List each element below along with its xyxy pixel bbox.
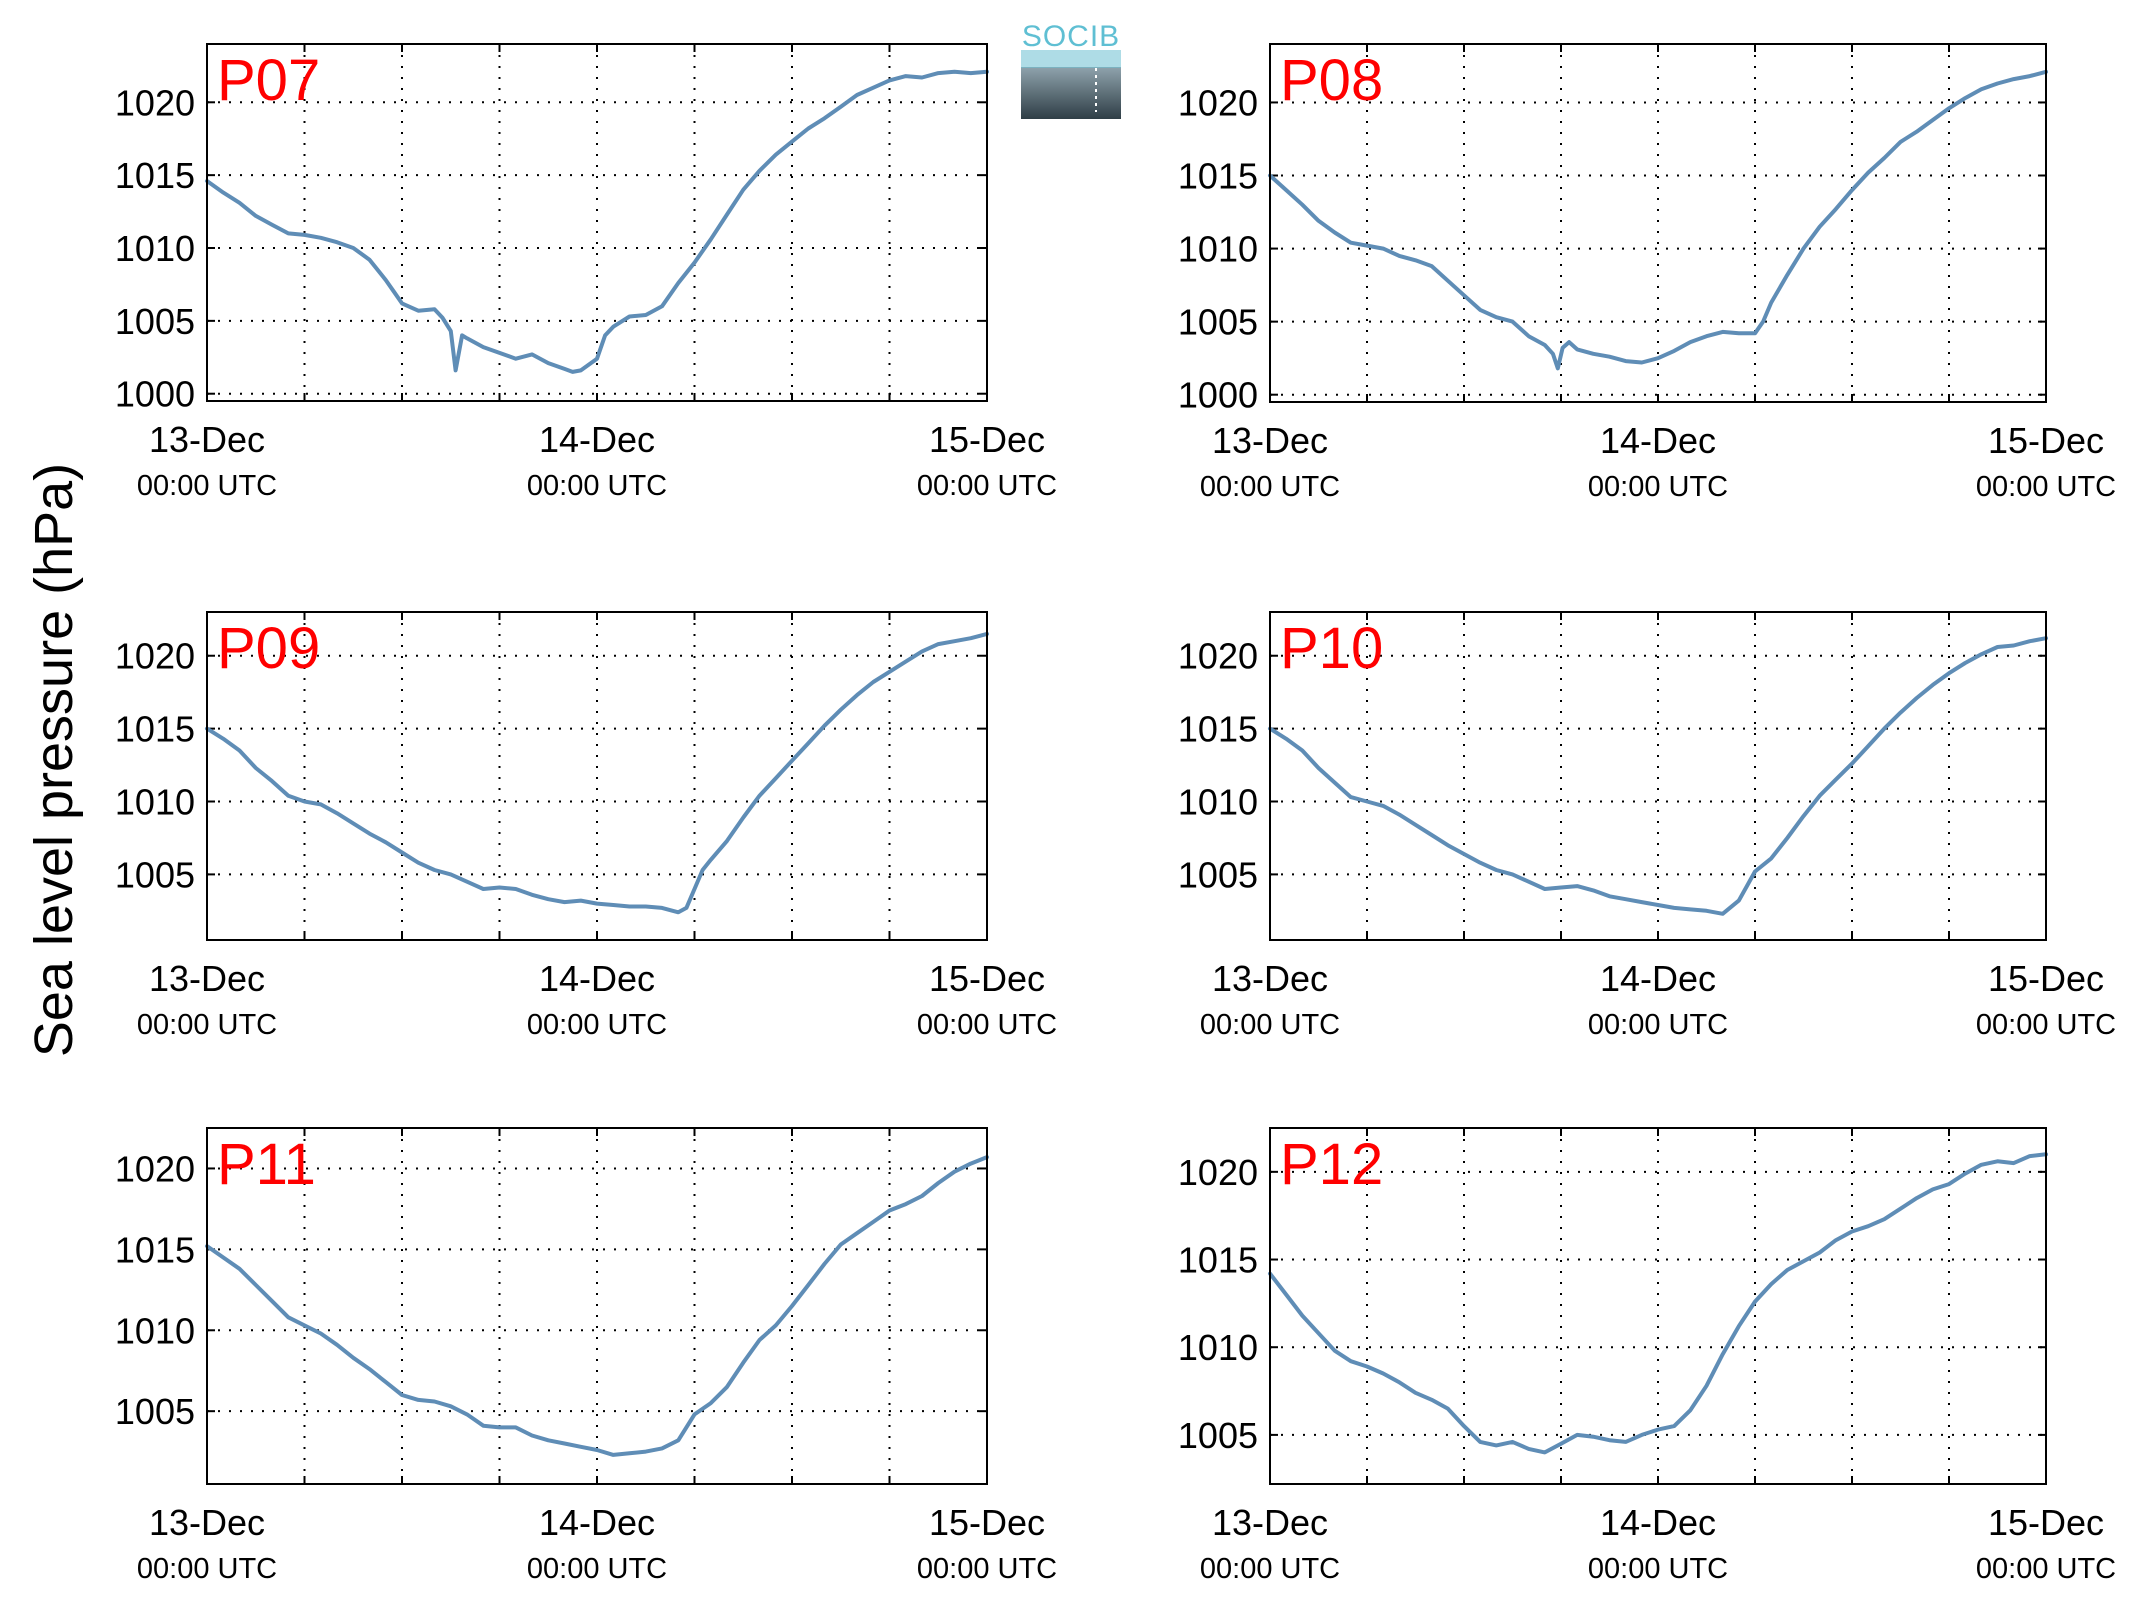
y-tick-label: 1015	[115, 155, 195, 196]
x-tick-time-label: 00:00 UTC	[527, 470, 667, 502]
chart-panel-p09: 1005 1010 1015 1020 13-Dec 00:00 UTC 14-Dec 00:…	[115, 611, 1057, 1041]
pressure-series-line	[205, 631, 989, 915]
y-tick-label: 1020	[1178, 82, 1258, 123]
y-tick-label: 1015	[1178, 1240, 1258, 1281]
x-tick-date-label: 13-Dec	[1212, 420, 1328, 461]
x-tick-time-label: 00:00 UTC	[917, 1009, 1057, 1041]
x-tick-time-label: 00:00 UTC	[917, 470, 1057, 502]
plot-area	[207, 612, 987, 940]
axes-frame	[206, 1127, 988, 1485]
y-tick-label: 1015	[1178, 709, 1258, 750]
x-tick-time-label: 00:00 UTC	[1588, 1009, 1728, 1041]
axes-frame	[1269, 1127, 2047, 1485]
y-tick-label: 1020	[1178, 1152, 1258, 1193]
x-tick-time-label: 00:00 UTC	[1976, 1553, 2116, 1585]
y-axis-label: Sea level pressure (hPa)	[24, 463, 84, 1057]
y-tick-label: 1015	[115, 709, 195, 750]
x-tick-date-label: 15-Dec	[929, 1502, 1045, 1543]
chart-panel-p08: 1000 1005 1010 1015 1020 13-Dec 00:00 UTC 14-De…	[1178, 43, 2116, 503]
x-tick-date-label: 14-Dec	[1600, 420, 1716, 461]
x-tick-date-label: 15-Dec	[1988, 420, 2104, 461]
y-tick-label: 1010	[115, 228, 195, 269]
y-tick-label: 1005	[115, 1391, 195, 1432]
y-tick-label: 1015	[1178, 156, 1258, 197]
panel-title: P08	[1280, 48, 1383, 113]
x-tick-date-label: 13-Dec	[149, 419, 265, 460]
x-tick-time-label: 00:00 UTC	[527, 1009, 667, 1041]
x-tick-time-label: 00:00 UTC	[1588, 1553, 1728, 1585]
x-tick-time-label: 00:00 UTC	[1200, 1553, 1340, 1585]
chart-panel-p11: 1005 1010 1015 1020 13-Dec 00:00 UTC 14-Dec 00:…	[115, 1127, 1057, 1585]
x-tick-date-label: 14-Dec	[1600, 958, 1716, 999]
x-tick-date-label: 14-Dec	[539, 958, 655, 999]
panel-title: P10	[1280, 616, 1383, 681]
y-tick-label: 1010	[115, 1310, 195, 1351]
x-tick-time-label: 00:00 UTC	[137, 1553, 277, 1585]
y-tick-label: 1020	[115, 636, 195, 677]
axes-frame	[206, 611, 988, 941]
x-tick-date-label: 14-Dec	[539, 419, 655, 460]
pressure-series-line	[1268, 636, 2048, 916]
pressure-series-line	[205, 69, 989, 374]
y-tick-label: 1020	[115, 82, 195, 123]
panel-title: P12	[1280, 1132, 1383, 1197]
y-tick-label: 1005	[115, 854, 195, 895]
x-tick-date-label: 13-Dec	[149, 958, 265, 999]
pressure-series-line	[1268, 69, 2048, 371]
logo-text: SOCIB	[1022, 20, 1120, 53]
y-tick-label: 1005	[1178, 302, 1258, 343]
x-tick-time-label: 00:00 UTC	[1588, 471, 1728, 503]
axes-frame	[1269, 611, 2047, 941]
y-tick-label: 1000	[1178, 375, 1258, 416]
y-tick-label: 1005	[1178, 1415, 1258, 1456]
axes-frame	[206, 43, 988, 402]
panel-title: P09	[217, 616, 320, 681]
x-tick-date-label: 14-Dec	[1600, 1502, 1716, 1543]
y-tick-label: 1010	[115, 782, 195, 823]
x-tick-date-label: 13-Dec	[1212, 958, 1328, 999]
y-tick-label: 1010	[1178, 782, 1258, 823]
plot-area	[1270, 612, 2046, 940]
y-tick-label: 1005	[1178, 854, 1258, 895]
plot-area	[1270, 44, 2046, 402]
x-tick-date-label: 15-Dec	[1988, 1502, 2104, 1543]
y-tick-label: 1020	[1178, 636, 1258, 677]
x-tick-date-label: 13-Dec	[149, 1502, 265, 1543]
x-tick-time-label: 00:00 UTC	[1976, 471, 2116, 503]
x-tick-time-label: 00:00 UTC	[1976, 1009, 2116, 1041]
chart-panel-p12: 1005 1010 1015 1020 13-Dec 00:00 UTC 14-Dec 00:…	[1178, 1127, 2116, 1585]
y-tick-label: 1020	[115, 1148, 195, 1189]
y-tick-label: 1010	[1178, 1327, 1258, 1368]
pressure-series-line	[1268, 1152, 2048, 1455]
x-tick-time-label: 00:00 UTC	[137, 470, 277, 502]
x-tick-time-label: 00:00 UTC	[1200, 471, 1340, 503]
y-tick-label: 1000	[115, 374, 195, 415]
x-tick-time-label: 00:00 UTC	[1200, 1009, 1340, 1041]
chart-panel-p07: 1000 1005 1010 1015 1020 13-Dec 00:00 UTC 14-De…	[115, 43, 1057, 502]
x-tick-time-label: 00:00 UTC	[137, 1009, 277, 1041]
socib-logo: SOCIB	[1021, 20, 1121, 119]
chart-panel-p10: 1005 1010 1015 1020 13-Dec 00:00 UTC 14-Dec 00:…	[1178, 611, 2116, 1041]
x-tick-date-label: 13-Dec	[1212, 1502, 1328, 1543]
plot-area	[207, 44, 987, 401]
pressure-series-line	[205, 1155, 989, 1457]
x-tick-date-label: 14-Dec	[539, 1502, 655, 1543]
x-tick-date-label: 15-Dec	[929, 419, 1045, 460]
y-tick-label: 1015	[115, 1229, 195, 1270]
panel-title: P11	[217, 1132, 316, 1197]
x-tick-time-label: 00:00 UTC	[917, 1553, 1057, 1585]
y-tick-label: 1005	[115, 301, 195, 342]
x-tick-date-label: 15-Dec	[929, 958, 1045, 999]
axes-frame	[1269, 43, 2047, 403]
x-tick-time-label: 00:00 UTC	[527, 1553, 667, 1585]
x-tick-date-label: 15-Dec	[1988, 958, 2104, 999]
y-tick-label: 1010	[1178, 229, 1258, 270]
panel-title: P07	[217, 48, 320, 113]
